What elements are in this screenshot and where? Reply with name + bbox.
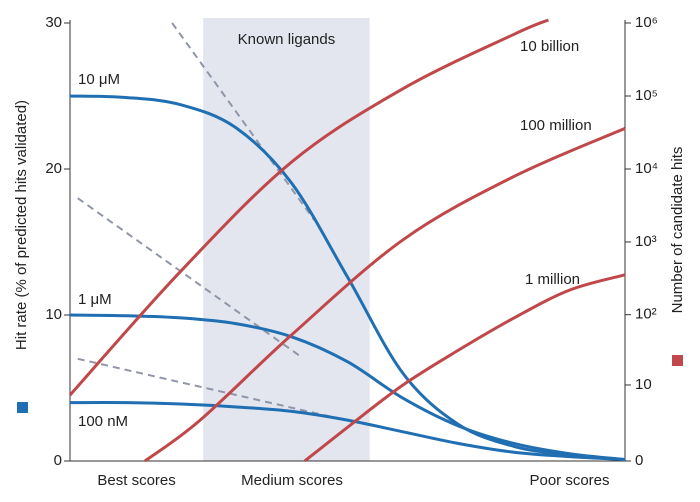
x-tick-label: Best scores [97,472,175,489]
shaded-region-label: Known ligands [238,31,336,48]
series-line [69,400,626,462]
series-label: 1 μM [78,291,112,308]
y-tick-label: 20 [45,160,62,177]
x-tick-label: Medium scores [241,472,343,489]
series-line [69,313,626,462]
shaded-region [203,18,370,461]
series-line [68,18,549,397]
y2-tick-label: 10⁵ [635,87,658,104]
background-layer [203,18,370,461]
y2-tick-label: 10⁶ [635,14,658,31]
series-line [303,273,626,463]
x-tick-label: Poor scores [529,472,609,489]
y-tick-label: 30 [45,14,62,31]
y-axis-title: Hit rate (% of predicted hits validated) [13,100,30,350]
series-line [144,127,626,463]
y-tick-label: 10 [45,306,62,323]
reference-line [171,22,316,221]
series-label: 100 million [520,117,592,134]
y2-axis-title: Number of candidate hits [669,147,686,314]
y-tick-label: 0 [54,452,62,469]
y2-tick-label: 10³ [635,233,657,250]
y2-tick-label: 10⁴ [635,160,658,177]
y2-tick-label: 10 [635,376,652,393]
series-line [69,94,626,462]
y2-tick-label: 0 [635,452,643,469]
reference-line [77,197,301,357]
series-label: 10 billion [520,38,579,55]
y2-tick-label: 10² [635,306,657,323]
series-label: 10 μM [78,71,120,88]
series-label: 100 nM [78,413,128,430]
y-legend-swatch [17,402,28,413]
series-label: 1 million [525,271,580,288]
y2-legend-swatch [672,355,683,366]
